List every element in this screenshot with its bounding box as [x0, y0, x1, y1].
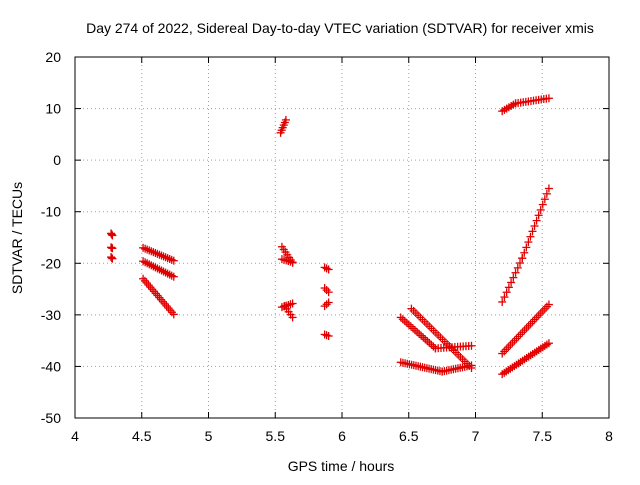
data-point [511, 268, 520, 277]
data-point [108, 254, 117, 263]
y-tick-label: -50 [41, 410, 61, 426]
data-point [544, 184, 553, 193]
data-point [498, 297, 507, 306]
data-point [107, 253, 116, 262]
data-point [467, 363, 476, 372]
data-point [538, 200, 547, 209]
data-point [507, 278, 516, 287]
data-point [169, 272, 178, 281]
data-point [516, 258, 524, 267]
chart-title: Day 274 of 2022, Sidereal Day-to-day VTE… [86, 20, 594, 36]
data-point [544, 339, 553, 348]
data-point [107, 230, 116, 239]
data-point [322, 300, 331, 309]
data-point [324, 298, 333, 307]
data-point [544, 300, 553, 309]
y-tick-labels: -50 -40 -30 -20 -10 0 10 20 [41, 49, 61, 426]
y-axis-label: SDTVAR / TECUs [9, 182, 25, 294]
data-point [288, 299, 297, 308]
data-point [324, 332, 333, 341]
data-point [532, 216, 541, 225]
data-point [288, 258, 297, 267]
data-point [524, 238, 533, 247]
data-points [107, 94, 553, 379]
data-point [526, 232, 535, 241]
data-point [504, 283, 513, 292]
data-point [324, 288, 333, 297]
data-point [542, 189, 551, 198]
y-tick-label: -30 [41, 307, 61, 323]
data-point [509, 273, 518, 282]
data-point [520, 248, 529, 257]
x-tick-label: 8 [605, 428, 613, 444]
data-point [502, 288, 511, 297]
data-point [500, 293, 509, 302]
data-point [107, 253, 116, 262]
x-tick-label: 5.5 [266, 428, 286, 444]
data-point [324, 265, 333, 274]
data-point [528, 227, 537, 236]
data-point [513, 263, 522, 272]
data-point [169, 256, 178, 265]
x-tick-labels: 4 4.5 5 5.5 6 6.5 7 7.5 8 [71, 428, 613, 444]
x-tick-label: 7 [472, 428, 480, 444]
y-tick-label: -40 [41, 358, 61, 374]
data-point [281, 115, 290, 124]
data-point [536, 205, 545, 214]
x-tick-label: 4 [71, 428, 79, 444]
data-point [108, 244, 117, 253]
axis-ticks [74, 56, 610, 419]
x-tick-label: 6.5 [399, 428, 419, 444]
data-point [320, 330, 329, 339]
data-point [467, 341, 476, 350]
data-point [540, 195, 549, 204]
x-tick-label: 5 [205, 428, 213, 444]
y-tick-label: 20 [45, 49, 61, 65]
x-tick-label: 6 [338, 428, 346, 444]
data-point [534, 211, 543, 220]
data-point [108, 231, 117, 240]
y-tick-label: -10 [41, 204, 61, 220]
data-point [322, 331, 331, 340]
data-point [322, 264, 331, 273]
x-tick-label: 4.5 [132, 428, 152, 444]
data-point [544, 94, 553, 103]
data-point [522, 243, 531, 252]
data-point [530, 221, 539, 230]
x-tick-label: 7.5 [533, 428, 553, 444]
x-axis-label: GPS time / hours [288, 458, 395, 474]
y-tick-label: -20 [41, 255, 61, 271]
data-point [288, 313, 297, 322]
y-tick-label: 0 [53, 152, 61, 168]
y-tick-label: 10 [45, 101, 61, 117]
data-point [320, 263, 329, 272]
data-point [169, 310, 178, 319]
data-point [518, 254, 527, 263]
data-point [320, 302, 329, 311]
